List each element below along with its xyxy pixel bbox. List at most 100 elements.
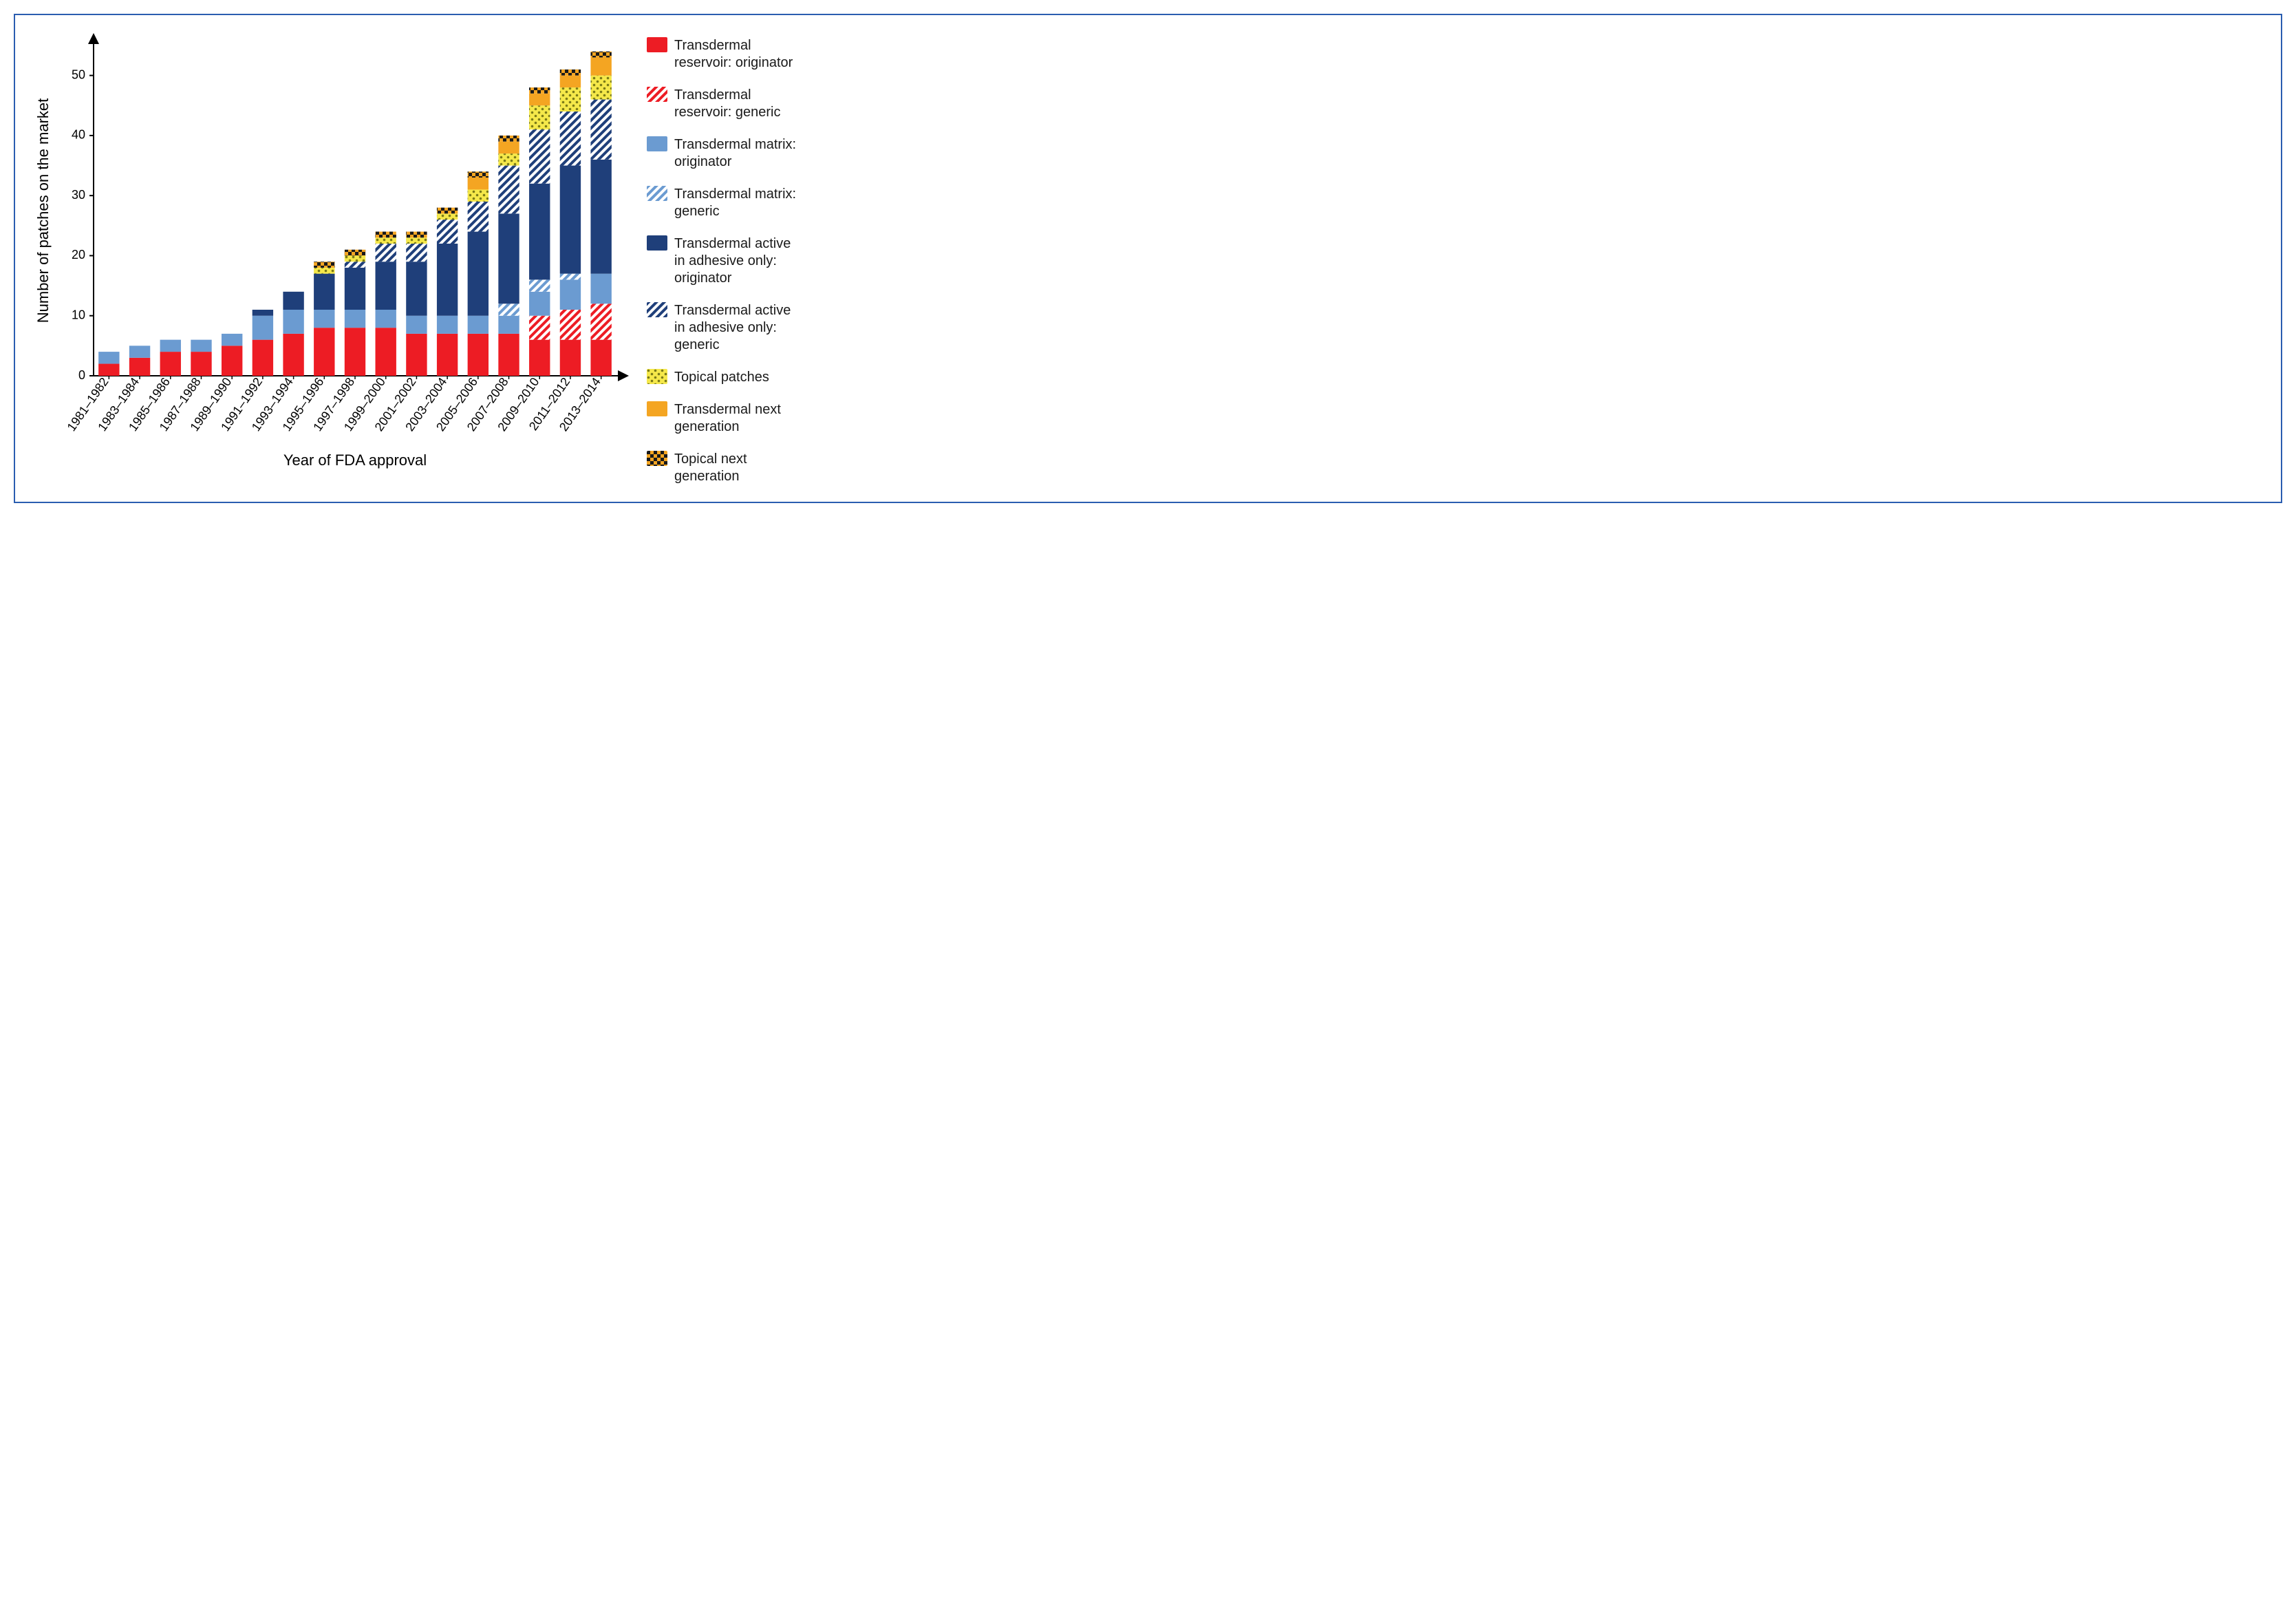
bar-segment [468, 316, 489, 334]
bar-segment [406, 244, 427, 262]
bar-segment [129, 358, 150, 376]
bar-segment [437, 316, 458, 334]
bar-segment [560, 166, 581, 274]
legend-label: Transdermal active in adhesive only: ori… [674, 235, 798, 287]
bar-segment [529, 129, 550, 184]
y-tick-label: 10 [72, 308, 85, 321]
bar-segment [529, 94, 550, 105]
bar-segment [376, 262, 396, 310]
bar-segment [560, 279, 581, 310]
bar-segment [314, 268, 334, 274]
bar-segment [376, 244, 396, 262]
legend-label: Transdermal matrix: generic [674, 186, 798, 220]
bar-segment [314, 274, 334, 310]
bar-segment [345, 250, 365, 256]
y-tick-label: 30 [72, 188, 85, 202]
bar-segment [191, 340, 211, 352]
bar-segment [253, 310, 273, 316]
legend-item: Transdermal next generation [647, 401, 798, 436]
bar-segment [376, 232, 396, 238]
y-tick-label: 0 [78, 368, 85, 382]
bar-segment [529, 105, 550, 129]
bar-segment [560, 310, 581, 340]
bar-segment [560, 76, 581, 87]
figure-frame: 010203040501981–19821983–19841985–198619… [14, 14, 2282, 503]
bar-segment [406, 262, 427, 316]
bar-segment [437, 213, 458, 220]
legend-label: Transdermal reservoir: generic [674, 87, 798, 121]
bar-segment [376, 310, 396, 328]
bar-segment [560, 111, 581, 166]
bar-segment [468, 178, 489, 189]
bar-segment [468, 189, 489, 201]
bar-segment [160, 352, 181, 376]
bar-segment [253, 316, 273, 340]
bar-segment [498, 304, 519, 315]
legend-swatch [647, 451, 667, 466]
legend-label: Topical patches [674, 369, 769, 386]
bar-segment [590, 160, 611, 274]
bar-segment [314, 328, 334, 376]
bar-segment [590, 57, 611, 75]
bar-segment [222, 346, 242, 376]
legend-label: Transdermal active in adhesive only: gen… [674, 302, 798, 354]
bar-segment [590, 100, 611, 160]
bar-segment [529, 292, 550, 316]
bar-segment [590, 76, 611, 100]
bar-segment [437, 220, 458, 244]
bar-segment [376, 237, 396, 244]
bar-segment [590, 274, 611, 304]
bar-segment [406, 334, 427, 376]
bar-segment [468, 202, 489, 232]
bar-segment [529, 87, 550, 94]
legend-item: Transdermal matrix: generic [647, 186, 798, 220]
bar-segment [560, 70, 581, 76]
legend-item: Topical next generation [647, 451, 798, 485]
legend-item: Topical patches [647, 369, 798, 386]
bar-segment [468, 232, 489, 316]
bar-segment [345, 268, 365, 310]
y-tick-label: 40 [72, 128, 85, 142]
chart-legend: Transdermal reservoir: originatorTransde… [647, 32, 798, 485]
bar-segment [498, 316, 519, 334]
bar-segment [283, 292, 303, 310]
bar-segment [437, 334, 458, 376]
legend-item: Transdermal matrix: originator [647, 136, 798, 171]
bar-segment [406, 237, 427, 244]
bar-segment [529, 340, 550, 376]
legend-label: Transdermal next generation [674, 401, 798, 436]
bar-segment [468, 171, 489, 178]
legend-swatch [647, 401, 667, 416]
bar-segment [498, 142, 519, 153]
bar-segment [560, 87, 581, 111]
bar-segment [498, 166, 519, 214]
bar-segment [283, 334, 303, 376]
bar-segment [529, 279, 550, 291]
bar-segment [498, 136, 519, 142]
bar-segment [222, 334, 242, 346]
bar-segment [191, 352, 211, 376]
bar-segment [345, 262, 365, 268]
bar-segment [129, 346, 150, 357]
legend-label: Transdermal matrix: originator [674, 136, 798, 171]
y-tick-label: 20 [72, 248, 85, 262]
legend-item: Transdermal reservoir: generic [647, 87, 798, 121]
bar-segment [437, 208, 458, 214]
bar-segment [498, 334, 519, 376]
y-axis-label: Number of patches on the market [34, 98, 52, 323]
bar-segment [560, 274, 581, 280]
legend-item: Transdermal active in adhesive only: ori… [647, 235, 798, 287]
bar-segment [529, 184, 550, 280]
bar-segment [437, 244, 458, 316]
stacked-bar-chart: 010203040501981–19821983–19841985–198619… [32, 32, 630, 482]
bar-segment [314, 310, 334, 328]
bar-segment [345, 255, 365, 262]
x-axis-label: Year of FDA approval [283, 451, 427, 469]
bar-segment [560, 340, 581, 376]
bar-segment [590, 340, 611, 376]
legend-swatch [647, 186, 667, 201]
bar-segment [160, 340, 181, 352]
bar-segment [345, 328, 365, 376]
legend-swatch [647, 136, 667, 151]
bar-segment [590, 304, 611, 339]
